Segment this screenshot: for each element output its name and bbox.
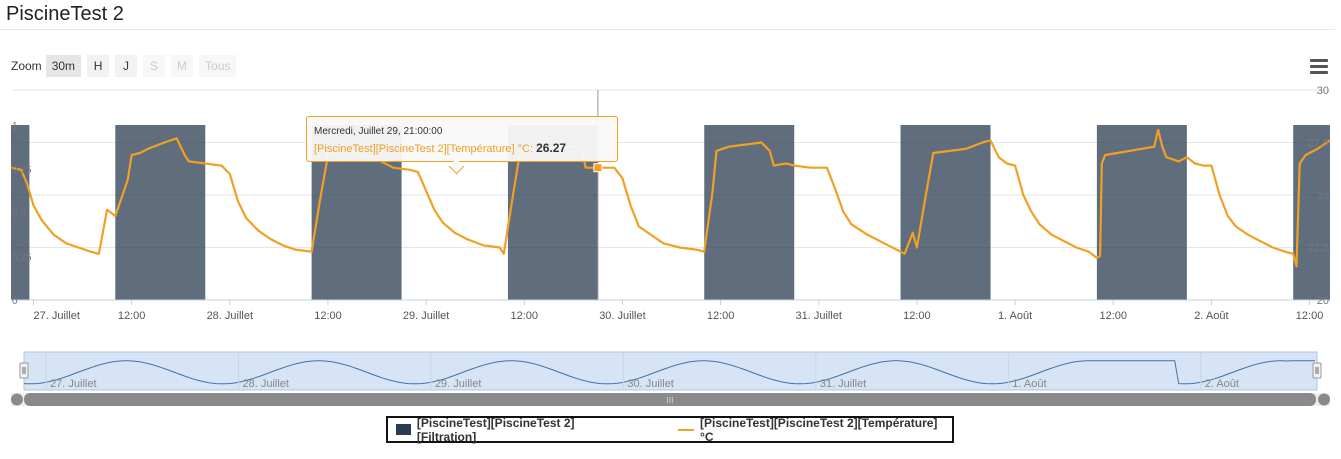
x-tick-label: 1. Août (998, 310, 1032, 322)
scrollbar-right-arrow-icon[interactable] (1318, 393, 1330, 406)
navigator-left-handle[interactable] (19, 362, 29, 379)
left-axis-label: 0 (12, 296, 18, 307)
x-tick-label: 28. Juillet (207, 310, 253, 322)
navigator-label: 1. Août (1012, 378, 1046, 390)
filtration-area (704, 125, 795, 300)
scrollbar-grip: III (667, 396, 674, 405)
scrollbar-left-arrow-icon[interactable] (11, 393, 23, 406)
navigator-label: 28. Juillet (242, 378, 288, 390)
zoom-all-button[interactable]: Tous (199, 55, 237, 77)
x-tick-label: 12:00 (314, 310, 342, 322)
x-tick-label: 12:00 (511, 310, 539, 322)
chart-legend: [PiscineTest][PiscineTest 2][Filtration]… (386, 416, 954, 444)
tooltip-value: 26.27 (536, 141, 567, 155)
zoom-bar: Zoom 30m H J S M Tous (11, 55, 242, 77)
zoom-label: Zoom (11, 59, 42, 73)
zoom-month-button[interactable]: M (171, 55, 194, 77)
navigator-right-handle[interactable] (1312, 362, 1322, 379)
hover-marker (593, 163, 603, 173)
legend-label-filtration: [PiscineTest][PiscineTest 2][Filtration] (416, 415, 575, 444)
legend-swatch-temperature (678, 428, 695, 431)
zoom-hour-button[interactable]: H (87, 55, 110, 77)
right-axis-label: 30 (1317, 85, 1329, 97)
legend-item-filtration[interactable]: [PiscineTest][PiscineTest 2][Filtration] (396, 416, 632, 444)
navigator-series (23, 360, 1315, 385)
chart-tooltip: Mercredi, Juillet 29, 21:00:00 [PiscineT… (306, 116, 618, 175)
title-divider (0, 29, 1335, 30)
page-title: PiscineTest 2 (6, 3, 124, 25)
filtration-area (900, 125, 991, 300)
legend-item-temperature[interactable]: [PiscineTest][PiscineTest 2][Température… (640, 416, 952, 444)
zoom-day-button[interactable]: J (115, 55, 138, 77)
x-tick-label: 12:00 (1099, 310, 1127, 322)
x-tick-label: 12:00 (707, 310, 735, 322)
navigator-label: 30. Juillet (627, 378, 673, 390)
zoom-week-button[interactable]: S (143, 55, 166, 77)
x-tick-label: 29. Juillet (403, 310, 449, 322)
zoom-30m-button[interactable]: 30m (45, 55, 82, 77)
filtration-area (1293, 125, 1330, 300)
tooltip-series-name: [PiscineTest][PiscineTest 2][Température… (314, 143, 530, 155)
x-tick-label: 2. Août (1194, 310, 1228, 322)
navigator-label: 2. Août (1205, 378, 1239, 390)
tooltip-series: [PiscineTest][PiscineTest 2][Température… (314, 141, 567, 155)
navigator-label: 27. Juillet (50, 378, 96, 390)
x-tick-label: 27. Juillet (33, 310, 79, 322)
navigator-label: 31. Juillet (820, 378, 866, 390)
legend-swatch-filtration (396, 424, 411, 435)
navigator-label: 29. Juillet (435, 378, 481, 390)
left-axis-label: 0.5 (12, 209, 26, 220)
right-axis-label: 27.5 (1308, 138, 1329, 150)
right-axis-label: 25 (1317, 190, 1329, 202)
legend-label-temperature: [PiscineTest][PiscineTest 2][Température… (700, 415, 938, 444)
x-tick-label: 12:00 (118, 310, 146, 322)
left-axis-label: 0.75 (12, 165, 32, 176)
tooltip-header: Mercredi, Juillet 29, 21:00:00 (314, 126, 443, 137)
filtration-area (1096, 125, 1187, 300)
scrollbar-thumb[interactable] (24, 393, 1316, 406)
x-tick-label: 30. Juillet (599, 310, 645, 322)
x-tick-label: 12:00 (903, 310, 931, 322)
filtration-area (115, 125, 206, 300)
x-tick-label: 31. Juillet (796, 310, 842, 322)
navigator-window (23, 351, 1318, 391)
temperature-line (10, 128, 1331, 268)
right-axis-label: 20 (1317, 295, 1329, 307)
right-axis-label: 22.5 (1308, 243, 1329, 255)
left-axis-label: 0.25 (12, 252, 32, 263)
left-axis-label: 1 (12, 121, 18, 132)
hamburger-menu-icon[interactable] (1310, 59, 1328, 74)
x-tick-label: 12:00 (1296, 310, 1324, 322)
